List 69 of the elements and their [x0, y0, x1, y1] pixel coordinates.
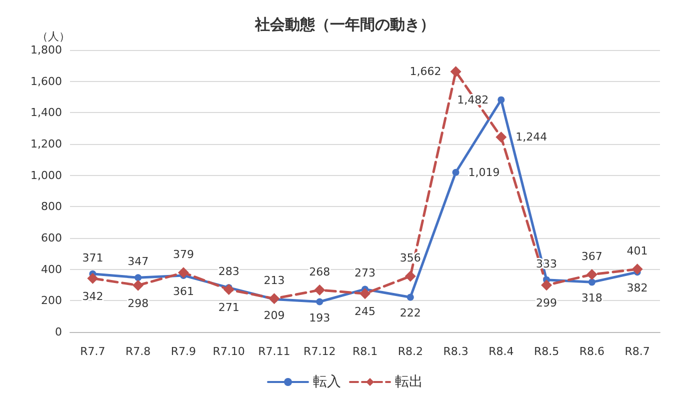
- data-label: 1,244: [516, 130, 548, 144]
- data-label: 299: [536, 296, 558, 310]
- x-tick-label: R8.7: [624, 345, 650, 358]
- x-tick-label: R8.4: [488, 345, 514, 358]
- data-label: 222: [400, 306, 421, 320]
- x-tick-label: R7.8: [126, 345, 151, 358]
- point: [404, 270, 416, 282]
- point: [452, 168, 460, 176]
- data-label: 379: [172, 248, 194, 262]
- data-label: 1,662: [410, 65, 442, 78]
- x-tick-label: R8.5: [534, 345, 560, 358]
- point: [268, 293, 280, 304]
- data-label: 401: [626, 244, 648, 258]
- point: [132, 280, 144, 291]
- point: [178, 267, 189, 278]
- data-label: 367: [581, 250, 602, 264]
- x-tick-label: R7.7: [80, 345, 106, 358]
- data-label: 271: [218, 301, 240, 314]
- y-tick-label: 1,000: [30, 168, 62, 182]
- point: [496, 132, 507, 143]
- data-label: 273: [354, 266, 376, 280]
- data-label: 371: [82, 251, 104, 264]
- point: [406, 294, 414, 301]
- y-tick-label: 1,200: [30, 138, 62, 150]
- data-label: 209: [264, 308, 285, 322]
- point: [588, 278, 596, 286]
- point: [360, 288, 370, 300]
- x-tick-label: R7.11: [258, 345, 290, 358]
- data-label: 298: [128, 296, 149, 310]
- data-label: 245: [354, 305, 376, 318]
- y-tick-label: 800: [41, 200, 62, 214]
- data-label: 318: [581, 292, 602, 305]
- x-tick-label: R7.12: [304, 345, 336, 358]
- x-tick-label: R8.2: [398, 345, 423, 358]
- point: [586, 269, 598, 280]
- x-tick-label: R8.1: [352, 345, 378, 358]
- x-tick-label: R7.10: [212, 345, 245, 358]
- legend-label: 転入: [313, 374, 341, 390]
- data-label: 268: [309, 266, 330, 279]
- data-label: 1,019: [468, 166, 500, 179]
- point: [498, 96, 505, 104]
- data-label: 283: [218, 265, 240, 278]
- point: [450, 66, 462, 78]
- legend-label: 転出: [395, 374, 423, 390]
- data-label: 213: [264, 274, 285, 288]
- point: [314, 284, 326, 296]
- point: [316, 298, 324, 306]
- data-label: 382: [626, 282, 648, 295]
- point: [87, 272, 98, 284]
- y-tick-label: 600: [41, 232, 62, 244]
- y-tick-label: 400: [41, 262, 62, 276]
- data-label: 361: [172, 284, 194, 298]
- x-tick-label: R8.6: [579, 345, 604, 358]
- point: [134, 274, 142, 282]
- x-tick-label: R8.3: [443, 345, 468, 358]
- point: [541, 280, 552, 291]
- data-label: 193: [309, 311, 330, 324]
- y-tick-label: 1,800: [30, 44, 62, 56]
- data-label: 347: [128, 255, 149, 268]
- chart-title: 社会動態（一年間の動き）: [254, 16, 435, 34]
- y-tick-label: 1,600: [30, 74, 62, 88]
- y-tick-label: 0: [55, 326, 62, 338]
- y-tick-label: 1,400: [30, 106, 62, 120]
- point: [632, 264, 643, 275]
- y-tick-label: 200: [41, 294, 62, 308]
- x-tick-label: R7.9: [170, 345, 196, 358]
- y-axis-title: （人）: [37, 30, 70, 43]
- data-label: 342: [82, 290, 104, 303]
- point: [223, 284, 234, 296]
